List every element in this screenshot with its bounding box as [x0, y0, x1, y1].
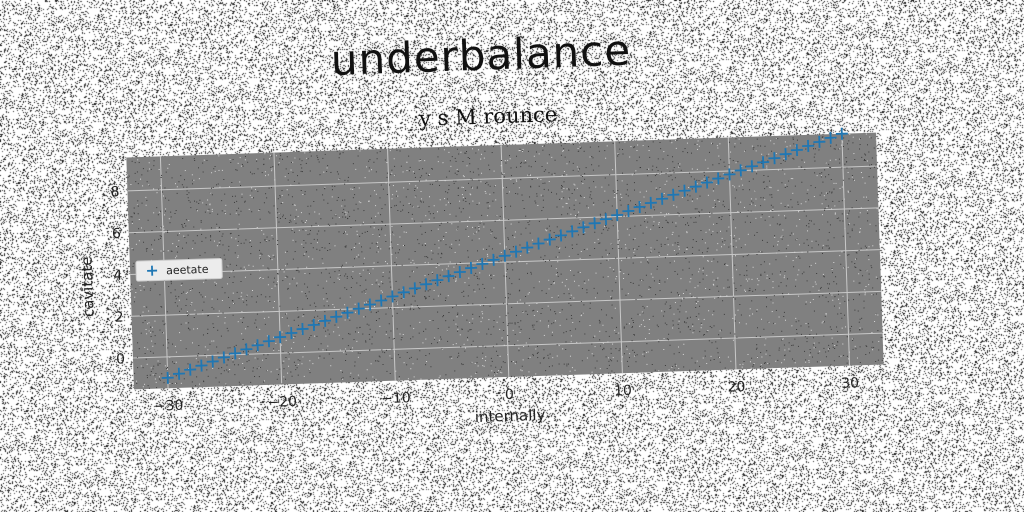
grid-line-y	[130, 249, 880, 275]
data-point	[330, 310, 343, 323]
data-point	[307, 318, 320, 331]
y-tick-label: 4	[113, 268, 123, 284]
legend-label-aeetate: aeetate	[166, 263, 209, 277]
data-point	[240, 343, 253, 356]
x-axis-label: internally	[475, 406, 546, 426]
data-point	[442, 270, 455, 283]
data-point	[363, 298, 377, 311]
data-point	[375, 294, 388, 307]
grid-line-y	[128, 207, 879, 234]
data-point	[195, 359, 208, 372]
data-point	[161, 371, 174, 384]
x-tick-labels: −30 −20 −10 0 10 20 30	[154, 375, 860, 414]
data-point	[251, 339, 264, 352]
data-point	[599, 213, 612, 226]
data-point	[689, 180, 702, 193]
data-point	[172, 367, 186, 380]
legend-marker	[147, 265, 158, 276]
data-point	[611, 209, 624, 222]
data-point	[521, 241, 534, 254]
x-tick-label: 20	[727, 379, 745, 396]
data-point	[813, 135, 826, 148]
data-point	[633, 200, 646, 213]
data-point	[285, 327, 298, 340]
y-tick-label: 0	[116, 351, 125, 367]
data-point	[386, 290, 399, 303]
x-tick-label: 10	[614, 383, 632, 400]
data-point	[408, 282, 421, 295]
data-point	[397, 286, 410, 299]
data-point	[229, 347, 242, 360]
data-point	[352, 302, 365, 315]
y-tick-label: 2	[114, 310, 123, 326]
grid-line-x	[614, 141, 623, 374]
data-point	[734, 164, 747, 177]
data-point	[341, 306, 354, 319]
data-point	[700, 176, 714, 189]
data-point	[656, 192, 669, 205]
grid-line-y	[132, 332, 883, 359]
data-point	[768, 152, 781, 165]
data-point	[757, 156, 770, 169]
data-point	[532, 237, 545, 250]
data-point	[453, 266, 466, 279]
data-point	[802, 139, 815, 152]
chart-title: y s M rounce	[418, 102, 558, 131]
data-point	[262, 335, 275, 348]
x-tick-label: −20	[267, 394, 297, 411]
y-tick-label: 6	[112, 226, 122, 242]
y-tick-label: 8	[110, 184, 119, 200]
data-point	[712, 172, 725, 185]
data-point	[644, 196, 657, 209]
data-point	[319, 314, 332, 327]
data-point	[622, 205, 635, 218]
y-axis-label: cavitate	[78, 256, 98, 317]
data-point	[206, 355, 219, 368]
data-point	[274, 331, 287, 344]
data-point	[487, 253, 500, 266]
legend-box	[135, 257, 223, 282]
data-point	[296, 322, 309, 336]
data-point	[543, 233, 556, 246]
data-point	[745, 160, 758, 173]
data-point	[790, 144, 803, 157]
data-point	[420, 278, 433, 291]
grid-line-y	[131, 290, 882, 317]
data-point	[667, 188, 680, 201]
data-point	[588, 217, 601, 230]
grid-line-x	[273, 152, 283, 385]
legend: aeetate	[135, 257, 223, 282]
data-point	[723, 168, 736, 181]
data-point	[217, 351, 230, 364]
x-tick-label: 0	[505, 387, 514, 403]
data-point	[465, 261, 478, 275]
data-point	[431, 274, 444, 287]
grid-line-x	[841, 133, 851, 366]
data-point	[566, 225, 579, 238]
grid-line-x	[387, 148, 396, 381]
data-point	[498, 249, 511, 262]
data-point	[779, 148, 792, 161]
x-tick-label: −10	[381, 390, 411, 407]
data-point	[184, 363, 197, 376]
x-tick-label: 30	[841, 375, 859, 392]
data-point	[678, 184, 691, 197]
data-point	[824, 131, 837, 144]
data-point	[510, 245, 523, 258]
data-point	[554, 229, 567, 242]
data-point	[577, 221, 590, 234]
plot-group: −30 −20 −10 0 10 20 30 0 2 4 6 8 y s M rounce inte…	[78, 102, 884, 426]
y-tick-labels: 0 2 4 6 8	[110, 184, 125, 367]
data-point	[835, 127, 848, 140]
data-point	[476, 257, 489, 270]
x-tick-label: −30	[154, 398, 184, 415]
series-points	[161, 127, 848, 384]
